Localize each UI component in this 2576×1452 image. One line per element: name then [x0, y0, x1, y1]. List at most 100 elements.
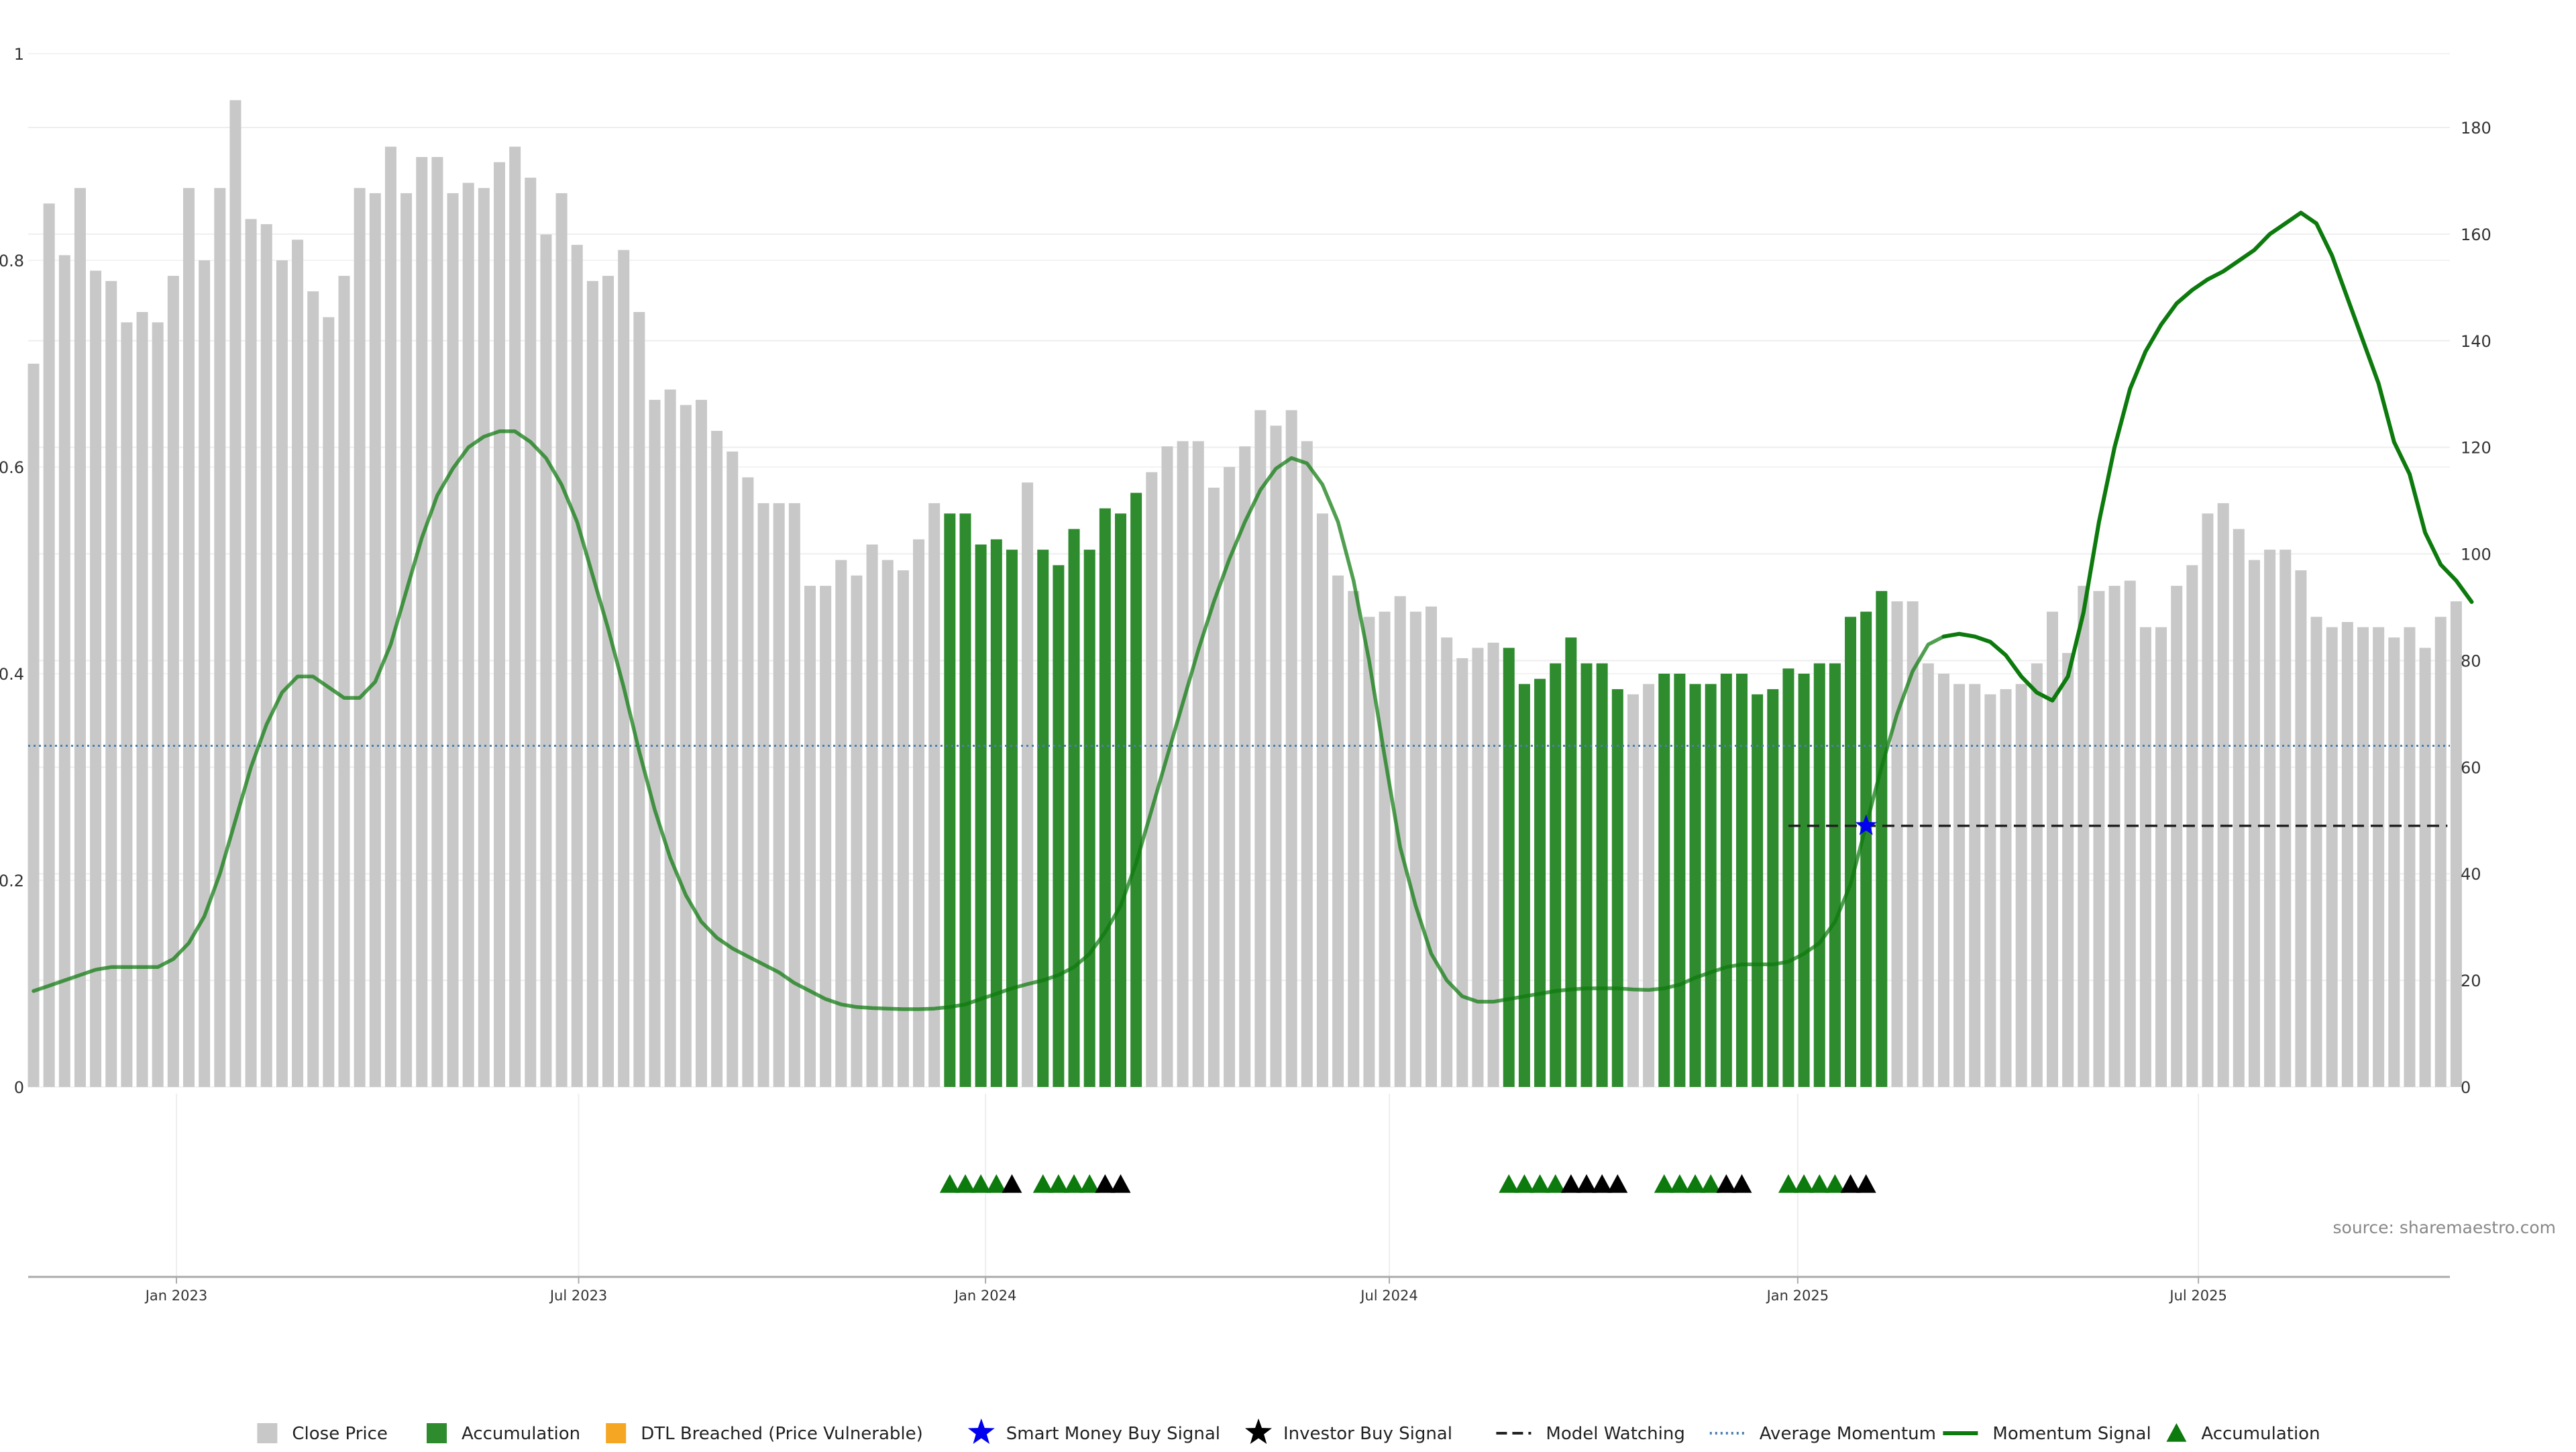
accumulation-bar	[1876, 590, 1888, 1087]
close-price-bar	[1379, 611, 1391, 1087]
legend-label: Accumulation	[2201, 1424, 2320, 1444]
right-axis-tick: 180	[2461, 119, 2491, 138]
legend-label: Close Price	[292, 1424, 388, 1444]
close-price-bar	[742, 477, 754, 1087]
accumulation-triangle	[1064, 1174, 1085, 1193]
close-price-bar	[323, 317, 335, 1088]
legend-item-watch: Model Watching	[1496, 1424, 1685, 1444]
close-price-bar	[2373, 627, 2385, 1087]
close-price-bar	[1984, 694, 1996, 1087]
accumulation-triangle-dark	[1560, 1174, 1581, 1193]
accumulation-bar	[1580, 663, 1593, 1087]
close-price-bar	[555, 193, 568, 1087]
legend-label: Investor Buy Signal	[1283, 1424, 1452, 1444]
close-price-bar	[260, 224, 272, 1088]
close-price-bar	[2124, 580, 2136, 1087]
close-price-bar	[711, 431, 723, 1087]
accumulation-triangle-dark	[1002, 1174, 1022, 1193]
left-axis-tick: 1	[14, 45, 24, 64]
accumulation-triangle	[1514, 1174, 1535, 1193]
momentum-signal-line	[32, 211, 2474, 1011]
close-price-bar	[2388, 637, 2400, 1087]
close-price-bar	[1301, 441, 1313, 1087]
close-price-bar	[90, 270, 102, 1087]
accumulation-bar	[1083, 550, 1095, 1087]
accumulation-triangle-dark	[1856, 1174, 1876, 1193]
accumulation-triangle	[986, 1174, 1007, 1193]
close-price-bar	[121, 322, 133, 1087]
close-price-bar	[2155, 627, 2167, 1087]
right-axis-tick: 20	[2461, 972, 2481, 990]
accumulation-triangles	[939, 1174, 1876, 1193]
accumulation-bar	[1658, 674, 1670, 1087]
x-axis-tick-label: Jan 2023	[144, 1288, 208, 1304]
close-price-bar	[1363, 617, 1375, 1087]
accumulation-triangle-dark	[1607, 1174, 1628, 1193]
legend-label: Smart Money Buy Signal	[1006, 1424, 1220, 1444]
close-price-bar	[618, 250, 630, 1088]
close-price-bar	[447, 193, 459, 1087]
close-price-bar	[2248, 560, 2260, 1087]
close-price-bar	[866, 544, 878, 1087]
accumulation-bar	[1829, 663, 1841, 1087]
accumulation-bar	[1813, 663, 1825, 1087]
accumulation-bar	[975, 544, 987, 1087]
close-price-bar	[416, 157, 428, 1087]
close-price-bar	[1456, 658, 1468, 1087]
legend-item-investor: Investor Buy Signal	[1245, 1418, 1452, 1444]
close-price-bar	[757, 503, 769, 1087]
close-price-bar	[586, 280, 598, 1087]
accumulation-triangle	[1032, 1174, 1053, 1193]
accumulation-triangle	[1701, 1174, 1721, 1193]
right-axis-tick: 120	[2461, 439, 2491, 458]
accumulation-triangle	[1809, 1174, 1830, 1193]
x-axis-tick-label: Jul 2023	[549, 1288, 607, 1304]
close-price-bar	[494, 162, 505, 1088]
close-price-bar	[307, 291, 319, 1088]
accumulation-triangle	[1048, 1174, 1069, 1193]
close-price-bar	[1409, 611, 1421, 1087]
left-axis-tick: 0.4	[0, 665, 24, 684]
accumulation-triangle-dark	[1095, 1174, 1116, 1193]
close-price-bar	[1254, 410, 1267, 1087]
legend-item-dtl: DTL Breached (Price Vulnerable)	[606, 1423, 923, 1444]
accumulation-bar	[1845, 617, 1857, 1087]
close-price-bar	[2000, 689, 2012, 1087]
accumulation-triangle	[1654, 1174, 1674, 1193]
accumulation-bar	[1767, 689, 1779, 1087]
close-price-bar	[1441, 637, 1453, 1087]
accumulation-bar	[990, 539, 1002, 1087]
close-price-bar	[183, 188, 195, 1088]
legend-label: DTL Breached (Price Vulnerable)	[641, 1424, 923, 1444]
accumulation-bar	[1736, 674, 1748, 1087]
close-price-bar	[1192, 441, 1204, 1087]
source-label: source: sharemaestro.com	[2333, 1218, 2557, 1237]
accumulation-triangle-dark	[1731, 1174, 1752, 1193]
accumulation-bar	[1611, 689, 1623, 1087]
close-price-bar	[2279, 550, 2292, 1087]
close-price-bar	[74, 188, 86, 1088]
close-price-bar	[167, 276, 179, 1088]
close-price-bar	[1208, 487, 1220, 1087]
accumulation-triangle	[1079, 1174, 1100, 1193]
close-price-bar	[2357, 627, 2369, 1087]
right-axis-tick: 40	[2461, 865, 2481, 884]
close-price-bar	[152, 322, 164, 1087]
close-price-bar	[2295, 570, 2307, 1087]
close-price-bar	[462, 183, 474, 1087]
accumulation-bar	[1503, 647, 1515, 1087]
close-price-bar	[1348, 590, 1360, 1087]
accumulation-triangle	[939, 1174, 960, 1193]
right-axis-tick: 60	[2461, 758, 2481, 777]
close-price-bar	[1937, 674, 1949, 1087]
close-price-bar	[881, 560, 894, 1087]
accumulation-bar	[1705, 684, 1717, 1087]
close-price-bar	[1270, 425, 1282, 1087]
close-price-bar	[2171, 586, 2183, 1087]
x-axis-tick-label: Jan 2024	[953, 1288, 1017, 1304]
close-price-bar	[1332, 575, 1344, 1087]
close-price-bar	[214, 188, 226, 1088]
accumulation-triangle	[971, 1174, 991, 1193]
close-price-bar	[1285, 410, 1297, 1087]
